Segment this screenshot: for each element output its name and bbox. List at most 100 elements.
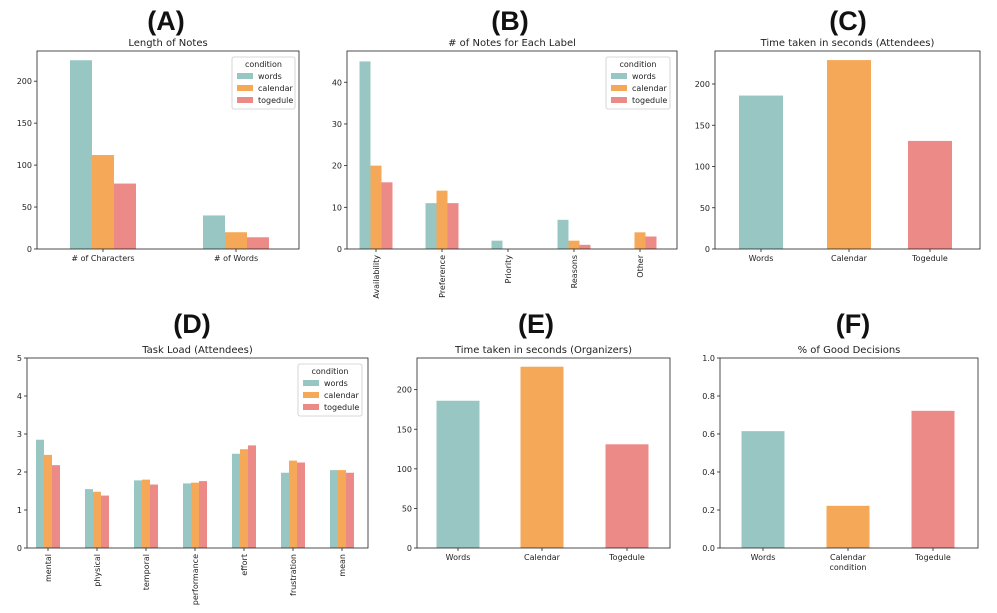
panel-b-legend-swatch-togedule <box>611 97 627 103</box>
panel-d-bar-calendar-0 <box>44 454 52 548</box>
panel-d-legend-swatch-words <box>303 380 319 386</box>
panel-b-bar-togedule-0 <box>381 182 393 249</box>
panel-e-bar-1 <box>520 366 564 548</box>
panel-d-legend-box <box>297 363 363 417</box>
panel-a-legend-swatch-words <box>237 73 253 79</box>
panel-f-ytick-label-2: 0.4 <box>702 468 715 477</box>
panel-d-bar-words-2 <box>134 480 142 548</box>
panel-a-axes <box>36 50 300 250</box>
panel-c-ytick-label-3: 150 <box>695 121 710 130</box>
panel-a-bar-calendar-0 <box>92 155 114 249</box>
panel-e-axes <box>416 357 671 549</box>
panel-b-ytick-label-2: 20 <box>332 162 342 171</box>
panel-e-ytick-label-4: 200 <box>397 386 412 395</box>
panel-b-ytick-label-0: 0 <box>337 245 342 254</box>
panel-b-bar-words-0 <box>359 61 371 249</box>
panel-f-xlabel: condition <box>830 563 867 572</box>
panel-b-bar-calendar-1 <box>436 190 448 249</box>
panel-f-ytick-label-1: 0.2 <box>702 506 715 515</box>
panel-d-bar-words-5 <box>281 472 289 548</box>
panel-d-axes <box>26 357 369 549</box>
panel-b-legend-label-words: words <box>632 72 656 81</box>
panel-e-ytick-label-2: 100 <box>397 465 412 474</box>
panel-d-legend-label-calendar: calendar <box>324 391 359 400</box>
panel-a-ytick-label-3: 150 <box>17 119 32 128</box>
panel-b-axes <box>346 50 678 250</box>
panel-d-xtick-label-0: mental <box>44 554 53 582</box>
panel-d-bar-words-3 <box>183 483 191 548</box>
panel-d-legend-label-togedule: togedule <box>324 403 359 412</box>
panel-a-bar-togedule-1 <box>247 237 269 249</box>
panel-d-bar-words-6 <box>330 470 338 548</box>
panel-f-xtick-label-2: Togedule <box>914 553 951 562</box>
panel-c-ytick-label-4: 200 <box>695 80 710 89</box>
panel-b-bar-words-1 <box>425 203 437 249</box>
panel-b-ytick-label-4: 40 <box>332 78 342 87</box>
panel-f-ytick-label-3: 0.6 <box>702 430 715 439</box>
panel-d-bar-togedule-4 <box>248 445 256 548</box>
panel-e-label: (E) <box>518 309 554 339</box>
panel-d-legend-label-words: words <box>324 379 348 388</box>
panel-f-axes <box>719 357 979 549</box>
panel-f-xtick-label-0: Words <box>751 553 776 562</box>
panel-e-bar-2 <box>605 444 649 548</box>
panel-e-xtick-label-1: Calendar <box>524 553 561 562</box>
panel-c-ytick-label-0: 0 <box>705 245 710 254</box>
panel-b-legend-label-togedule: togedule <box>632 96 667 105</box>
panel-d-bar-togedule-0 <box>52 465 60 548</box>
panel-d-ytick-label-3: 3 <box>17 430 22 439</box>
panel-a-legend-box <box>231 56 296 110</box>
panel-d-label: (D) <box>173 309 210 339</box>
panel-d-bar-calendar-2 <box>142 479 150 548</box>
panel-a-legend-swatch-togedule <box>237 97 253 103</box>
panel-a-ytick-label-4: 200 <box>17 77 32 86</box>
panel-d-bar-calendar-4 <box>240 449 248 548</box>
panel-d-bar-calendar-3 <box>191 482 199 548</box>
panel-f-bar-1 <box>826 505 870 548</box>
panel-b-bar-calendar-4 <box>634 232 646 249</box>
panel-d-bar-calendar-5 <box>289 460 297 548</box>
panel-a-bar-calendar-1 <box>225 232 247 249</box>
panel-e-ytick-label-3: 150 <box>397 425 412 434</box>
panel-b-bar-togedule-1 <box>447 203 459 249</box>
panel-d-ytick-label-1: 1 <box>17 506 22 515</box>
panel-d-bar-words-0 <box>36 439 44 548</box>
panel-c-bar-0 <box>739 95 783 249</box>
panel-a-bar-words-0 <box>70 60 92 249</box>
panel-a-ytick-label-0: 0 <box>27 245 32 254</box>
panel-d-bar-togedule-1 <box>101 495 109 548</box>
panel-e-ytick-label-1: 50 <box>402 504 412 513</box>
panel-a-bar-words-1 <box>203 215 225 249</box>
panel-d-bar-words-1 <box>85 489 93 548</box>
panel-b-xtick-label-4: Other <box>636 254 645 277</box>
panel-d-bar-togedule-6 <box>346 472 354 548</box>
panel-d-xtick-label-4: effort <box>240 554 249 576</box>
panel-c-axes <box>714 50 981 250</box>
panel-a-legend-label-togedule: togedule <box>258 96 293 105</box>
panel-f-label: (F) <box>836 309 870 339</box>
panel-d-xtick-label-5: frustration <box>289 554 298 596</box>
panel-e-title: Time taken in seconds (Organizers) <box>454 345 632 356</box>
panel-d-ytick-label-5: 5 <box>17 354 22 363</box>
panel-c-bar-1 <box>827 60 871 250</box>
panel-a-ytick-label-2: 100 <box>17 161 32 170</box>
panel-a-legend-title: condition <box>245 60 282 69</box>
panel-a-title: Length of Notes <box>128 38 207 49</box>
panel-d-title: Task Load (Attendees) <box>141 345 253 356</box>
panel-d-xtick-label-6: mean <box>338 554 347 577</box>
panel-b-bar-togedule-4 <box>645 236 657 249</box>
panel-b-bar-words-3 <box>557 219 569 249</box>
panel-f-title: % of Good Decisions <box>798 345 901 356</box>
panel-a-legend-swatch-calendar <box>237 85 253 91</box>
panel-f-xtick-label-1: Calendar <box>830 553 867 562</box>
panel-b-legend-swatch-words <box>611 73 627 79</box>
panel-b-xtick-label-1: Preference <box>438 255 447 298</box>
panel-e-bar-0 <box>436 400 480 548</box>
panel-f-bar-0 <box>741 431 785 548</box>
panel-c-xtick-label-2: Togedule <box>911 254 948 263</box>
panel-b-legend-title: condition <box>620 60 657 69</box>
panel-b-legend-label-calendar: calendar <box>632 84 667 93</box>
panel-b-legend-swatch-calendar <box>611 85 627 91</box>
panel-c-ytick-label-1: 50 <box>700 204 710 213</box>
